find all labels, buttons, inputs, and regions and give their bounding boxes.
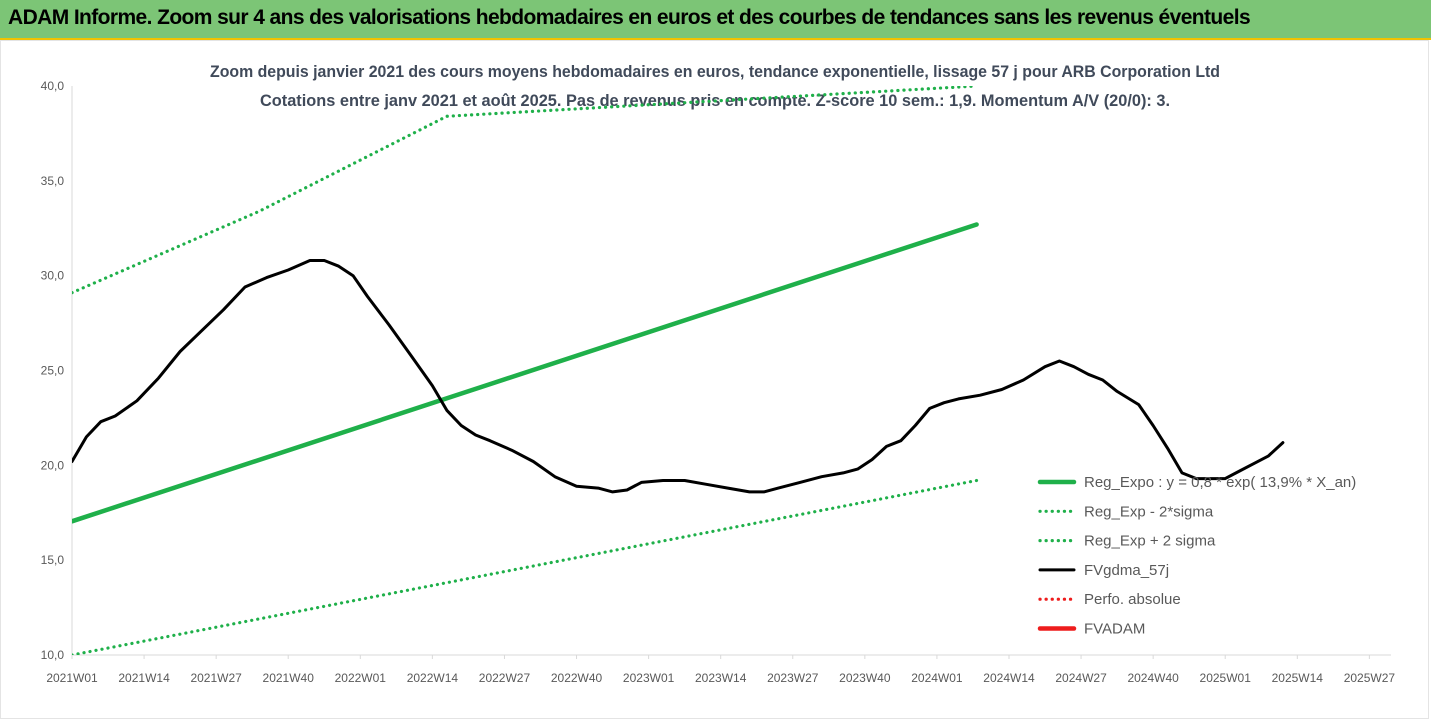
y-tick-label: 15,0 [41, 553, 65, 567]
x-tick-label: 2025W27 [1344, 671, 1396, 685]
y-tick-label: 10,0 [41, 648, 65, 662]
x-tick-label: 2021W01 [46, 671, 98, 685]
legend-label: Reg_Expo : y = 0,8 * exp( 13,9% * X_an) [1084, 474, 1356, 491]
x-tick-label: 2021W40 [263, 671, 315, 685]
y-tick-label: 40,0 [41, 79, 65, 93]
x-tick-label: 2023W01 [623, 671, 675, 685]
legend: Reg_Expo : y = 0,8 * exp( 13,9% * X_an) R… [1037, 474, 1356, 638]
x-tick-label: 2022W14 [407, 671, 459, 685]
x-tick-label: 2025W14 [1272, 671, 1324, 685]
x-tick-label: 2024W27 [1055, 671, 1107, 685]
x-tick-label: 2021W27 [190, 671, 242, 685]
legend-label: Reg_Exp + 2 sigma [1084, 533, 1216, 550]
x-tick-label: 2023W14 [695, 671, 747, 685]
report-title: ADAM Informe. Zoom sur 4 ans des valoris… [8, 6, 1251, 29]
x-tick-label: 2024W01 [911, 671, 963, 685]
x-tick-label: 2022W27 [479, 671, 531, 685]
axes: 10,0 15,0 20,0 25,0 30,0 35,0 40,0 2021W01 2021W… [41, 79, 1396, 685]
x-tick-label: 2024W14 [983, 671, 1035, 685]
y-tick-label: 25,0 [41, 364, 65, 378]
legend-label: FVADAM [1084, 621, 1145, 638]
series-line-1 [72, 478, 979, 655]
legend-label: Perfo. absolue [1084, 591, 1181, 608]
series-line-3 [72, 259, 1285, 494]
y-tick-label: 30,0 [41, 269, 65, 283]
legend-label: Reg_Exp - 2*sigma [1084, 503, 1214, 520]
plot-area [72, 86, 1285, 655]
chart-title: Zoom depuis janvier 2021 des cours moyen… [210, 62, 1220, 81]
x-tick-label: 2022W40 [551, 671, 603, 685]
series-line-2 [72, 86, 979, 295]
y-tick-label: 20,0 [41, 458, 65, 472]
x-tick-label: 2023W27 [767, 671, 819, 685]
report-banner: ADAM Informe. Zoom sur 4 ans des valoris… [0, 0, 1431, 40]
series-line-0 [72, 222, 979, 524]
chart-frame [0, 40, 1429, 719]
x-tick-label: 2022W01 [335, 671, 387, 685]
x-tick-label: 2024W40 [1127, 671, 1179, 685]
x-tick-label: 2023W40 [839, 671, 891, 685]
x-tick-label: 2021W14 [118, 671, 170, 685]
legend-label: FVgdma_57j [1084, 562, 1169, 579]
x-tick-label: 2025W01 [1200, 671, 1252, 685]
y-tick-label: 35,0 [41, 174, 65, 188]
